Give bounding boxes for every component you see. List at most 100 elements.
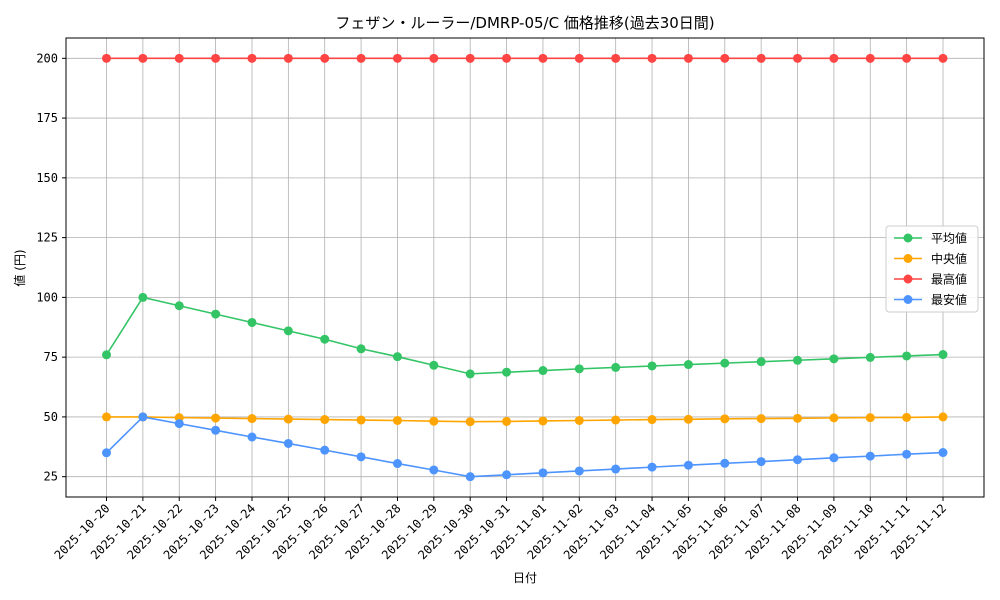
data-point (938, 412, 948, 422)
data-point (793, 53, 803, 63)
data-point (102, 53, 111, 63)
data-point (683, 414, 693, 424)
data-point (320, 53, 330, 63)
data-point (647, 462, 657, 472)
data-point (611, 362, 621, 372)
data-point (465, 53, 475, 63)
data-point (247, 53, 257, 63)
data-point (174, 419, 184, 429)
data-point (247, 414, 257, 424)
data-point (356, 415, 366, 425)
data-point (793, 455, 803, 465)
data-point (756, 457, 766, 467)
series-2 (102, 53, 948, 63)
data-point (429, 53, 439, 63)
data-point (793, 355, 803, 365)
y-axis-ticks: 25 50 75 100 125 150 175 200 (36, 51, 66, 484)
legend-label: 平均値 (931, 231, 967, 246)
data-point (938, 53, 948, 63)
data-point (283, 326, 293, 336)
legend-swatch-marker (903, 254, 913, 263)
data-point (865, 352, 875, 362)
data-point (720, 358, 730, 368)
data-point (392, 352, 402, 362)
data-point (283, 53, 293, 63)
data-point (138, 292, 148, 302)
data-point (502, 367, 512, 377)
data-point (829, 53, 839, 63)
data-point (211, 53, 221, 63)
data-point (829, 453, 839, 463)
y-tick-label: 50 (44, 410, 58, 424)
y-tick-label: 75 (44, 350, 58, 364)
series-line (105, 296, 944, 375)
y-tick-label: 25 (44, 470, 58, 484)
series-line (105, 416, 944, 478)
data-point (938, 448, 948, 458)
data-point (538, 416, 548, 426)
data-point (283, 414, 293, 424)
data-point (574, 416, 584, 425)
data-point (647, 415, 657, 425)
data-point (356, 53, 366, 63)
data-point (211, 425, 221, 435)
data-point (102, 350, 111, 360)
data-point (683, 460, 693, 470)
data-point (392, 459, 402, 469)
y-tick-label: 150 (36, 171, 58, 185)
legend-label: 最安値 (931, 292, 967, 307)
data-point (138, 53, 148, 63)
legend-swatch-marker (903, 295, 913, 304)
data-point (502, 53, 512, 63)
y-axis-label: 値 (円) (12, 249, 27, 286)
data-point (429, 360, 439, 370)
data-point (356, 452, 366, 462)
data-point (756, 357, 766, 367)
series-3 (102, 412, 948, 482)
series-0 (102, 292, 948, 379)
series-1 (102, 412, 948, 427)
series-layer (102, 53, 948, 482)
data-point (102, 412, 111, 422)
data-point (392, 416, 402, 425)
data-point (902, 53, 912, 63)
data-point (611, 53, 621, 63)
data-point (865, 451, 875, 461)
legend-item: 最高値 (894, 272, 967, 287)
data-point (902, 351, 912, 361)
y-tick-label: 125 (36, 231, 58, 245)
data-point (756, 414, 766, 424)
data-point (756, 53, 766, 63)
data-point (283, 438, 293, 448)
x-axis-label: 日付 (513, 571, 537, 585)
data-point (429, 416, 439, 426)
data-point (247, 432, 257, 442)
data-point (865, 413, 875, 423)
data-point (174, 53, 184, 63)
data-point (247, 317, 257, 327)
data-point (538, 366, 548, 376)
legend-item: 中央値 (894, 251, 967, 266)
data-point (647, 361, 657, 371)
data-point (502, 416, 512, 426)
legend-item: 最安値 (894, 292, 967, 307)
legend-item: 平均値 (894, 231, 967, 246)
data-point (320, 334, 330, 344)
data-point (138, 412, 148, 422)
data-point (502, 470, 512, 480)
data-point (465, 417, 475, 427)
data-point (647, 53, 657, 63)
data-point (392, 53, 402, 63)
data-point (720, 53, 730, 63)
series-line (106, 416, 944, 423)
data-point (465, 369, 475, 379)
data-point (720, 458, 730, 468)
legend-label: 最高値 (931, 272, 967, 287)
data-point (902, 449, 912, 459)
legend-swatch-marker (903, 274, 913, 284)
data-point (611, 415, 621, 425)
data-point (902, 412, 912, 422)
data-point (538, 468, 548, 478)
data-point (211, 309, 221, 319)
